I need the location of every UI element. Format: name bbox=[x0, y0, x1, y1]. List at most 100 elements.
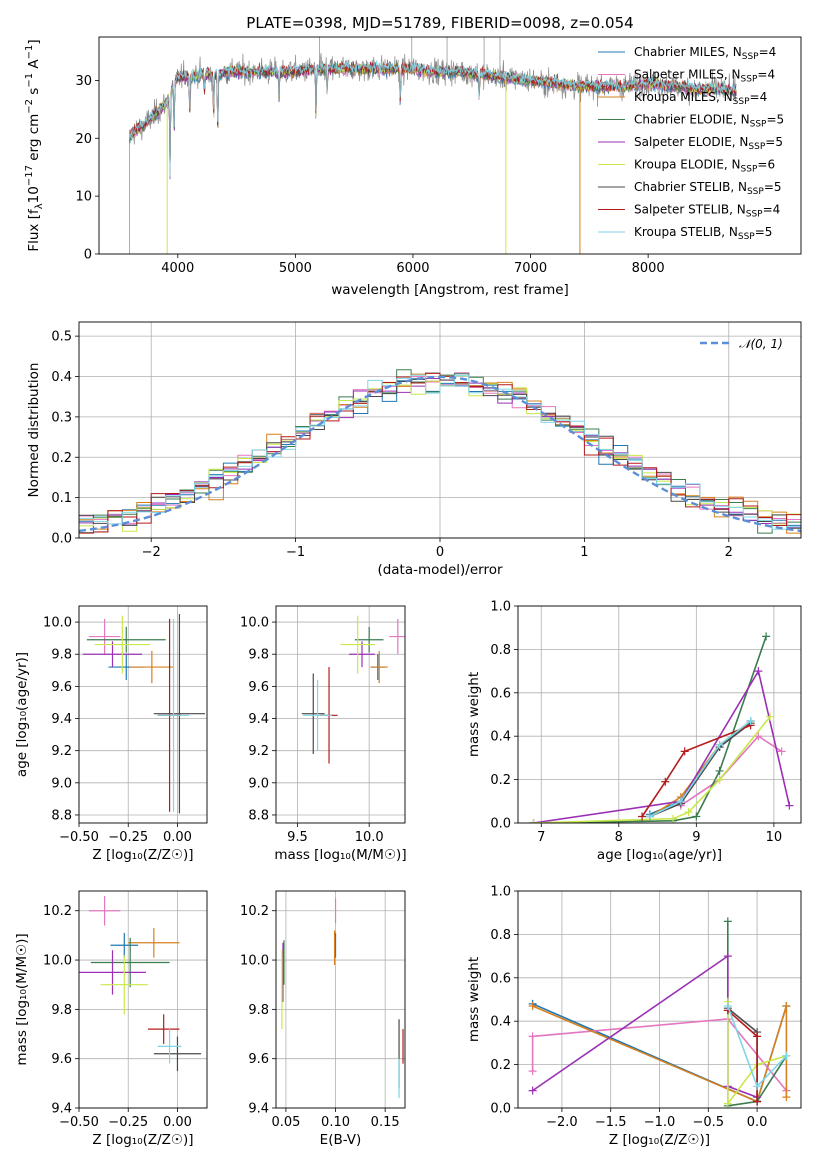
normal-distribution-curve bbox=[79, 375, 801, 533]
y-tick-label: 0.1 bbox=[51, 491, 72, 506]
plot-area bbox=[281, 898, 404, 1099]
errorbar-point-salpeter_elodie bbox=[79, 950, 146, 995]
legend-label-subscript: SSP bbox=[733, 97, 750, 107]
weight-marker-salpeter_stelib bbox=[680, 747, 689, 756]
y-tick-label: 0.4 bbox=[51, 370, 72, 385]
legend-label-subscript: SSP bbox=[742, 52, 759, 62]
y-tick-label: 0.0 bbox=[490, 1102, 511, 1117]
legend-label-subscript: SSP bbox=[746, 210, 763, 220]
weight-marker-salpeter_miles bbox=[528, 1067, 537, 1076]
weight-marker-chabrier_elodie bbox=[692, 812, 701, 821]
y-axis-label: Normed distribution bbox=[26, 363, 42, 498]
x-tick-label: −0.25 bbox=[108, 1115, 148, 1130]
axes-frame bbox=[517, 890, 802, 1109]
y-tick-label: 9.6 bbox=[248, 1052, 269, 1067]
legend-label-suffix: =6 bbox=[757, 158, 775, 172]
y-tick-label: 0.0 bbox=[490, 817, 511, 832]
weight-marker-chabrier_elodie bbox=[715, 766, 724, 775]
x-tick-label: −0.25 bbox=[108, 830, 148, 845]
weight-marker-kroupa_miles bbox=[782, 1002, 791, 1011]
errorbar-point-kroupa_elodie bbox=[94, 615, 150, 674]
weight-marker-salpeter_miles bbox=[777, 747, 786, 756]
weight-marker-kroupa_elodie bbox=[684, 808, 693, 817]
histogram-salpeter_stelib bbox=[79, 372, 801, 534]
x-tick-label: −2.0 bbox=[546, 1115, 578, 1130]
errorbar-point-salpeter_elodie bbox=[82, 641, 143, 668]
legend-label-suffix: =4 bbox=[759, 45, 777, 59]
errorbar-point-salpeter_miles bbox=[88, 895, 121, 926]
y-axis-label-part: Flux [f bbox=[26, 208, 42, 252]
x-tick-label: 5000 bbox=[279, 261, 312, 276]
weight-marker-salpeter_stelib bbox=[753, 1032, 762, 1041]
legend-label-text: Salpeter STELIB, N bbox=[634, 203, 746, 217]
y-tick-label: 10.0 bbox=[43, 616, 72, 631]
weight-marker-kroupa_stelib bbox=[782, 1051, 791, 1060]
legend-label-text: Kroupa MILES, N bbox=[634, 90, 733, 104]
y-tick-label: 9.2 bbox=[248, 744, 269, 759]
y-axis-label-part: ] bbox=[26, 39, 42, 44]
y-tick-label: 9.4 bbox=[248, 712, 269, 727]
y-tick-label: 9.2 bbox=[51, 744, 72, 759]
errorbar-point-chabrier_stelib bbox=[301, 673, 325, 754]
y-tick-label: 0.2 bbox=[490, 1058, 511, 1073]
errorbar-point-chabrier_stelib bbox=[153, 1036, 202, 1072]
legend-label: Salpeter STELIB, NSSP=4 bbox=[634, 203, 780, 220]
legend-label-suffix: =4 bbox=[750, 90, 768, 104]
x-axis-label: E(B-V) bbox=[320, 1132, 362, 1148]
y-axis-label-part: 10 bbox=[26, 186, 42, 203]
y-tick-label: 9.4 bbox=[51, 712, 72, 727]
weight-marker-salpeter_stelib bbox=[753, 1097, 762, 1106]
x-axis-label: Z [log₁₀(Z/Z☉)] bbox=[92, 1132, 193, 1148]
legend-label-text: Chabrier STELIB, N bbox=[634, 180, 747, 194]
x-tick-label: 7 bbox=[537, 830, 545, 845]
errorbar-point-chabrier_stelib bbox=[153, 614, 206, 814]
y-tick-label: 9.6 bbox=[248, 680, 269, 695]
weight-marker-kroupa_stelib bbox=[723, 1002, 732, 1011]
y-axis-label: mass [log₁₀(M/M☉)] bbox=[14, 933, 30, 1065]
weight-marker-kroupa_elodie bbox=[529, 819, 538, 823]
y-tick-label: 10.2 bbox=[240, 904, 269, 919]
y-tick-label: 0.2 bbox=[51, 451, 72, 466]
y-axis-label: Flux [fλ10−17 erg cm−2 s−1 A−1] bbox=[24, 39, 45, 251]
x-tick-label: 10 bbox=[766, 830, 783, 845]
model-spectrum-kroupa_elodie bbox=[129, 62, 737, 176]
y-tick-label: 0.5 bbox=[51, 330, 72, 345]
weight-marker-kroupa_elodie bbox=[669, 814, 678, 823]
x-tick-label: 9.5 bbox=[287, 830, 308, 845]
legend-label: Salpeter MILES, NSSP=4 bbox=[634, 68, 775, 85]
x-axis-label: wavelength [Angstrom, rest frame] bbox=[331, 282, 569, 298]
y-tick-label: 9.6 bbox=[51, 680, 72, 695]
plot-area bbox=[528, 917, 791, 1108]
x-tick-label: 8 bbox=[615, 830, 623, 845]
y-tick-label: 20 bbox=[75, 132, 92, 147]
age-vs-mass-panel: 9.5 10.0 8.8 9.0 9.2 9.4 9.6 9.8 10.0 mass [log₁₀… bbox=[240, 605, 407, 863]
weight-line-salpeter_stelib bbox=[641, 724, 751, 817]
y-axis-label-part: A bbox=[26, 59, 42, 73]
y-tick-label: 0.8 bbox=[490, 643, 511, 658]
y-tick-label: 10.0 bbox=[240, 616, 269, 631]
x-tick-label: −1 bbox=[286, 545, 305, 560]
y-tick-label: 10.0 bbox=[240, 954, 269, 969]
legend-label-suffix: =5 bbox=[755, 225, 773, 239]
x-tick-label: 8000 bbox=[632, 261, 665, 276]
errorbar-point-chabrier_elodie bbox=[90, 937, 170, 988]
y-tick-label: 1.0 bbox=[490, 600, 511, 615]
y-tick-label: 0.6 bbox=[490, 686, 511, 701]
weight-marker-kroupa_miles bbox=[782, 1093, 791, 1102]
spectrum-panel: 4000 5000 6000 7000 8000 0 10 20 30 wavelength [A… bbox=[24, 36, 802, 298]
y-tick-label: 0.0 bbox=[51, 532, 72, 547]
legend-label-subscript: SSP bbox=[748, 142, 765, 152]
x-tick-label: 0.00 bbox=[163, 1115, 192, 1130]
weight-marker-salpeter_elodie bbox=[528, 1086, 537, 1095]
age-vs-metallicity-panel: −0.50 −0.25 0.00 8.8 9.0 9.2 9.4 9.6 9.8 10.0 Z [l… bbox=[14, 605, 208, 863]
mass-vs-metallicity-panel: −0.50 −0.25 0.00 9.4 9.6 9.8 10.0 10.2 Z [log₁₀(… bbox=[14, 890, 208, 1148]
observed-spectrum-line bbox=[129, 52, 737, 254]
legend-label-text: Salpeter MILES, N bbox=[634, 68, 741, 82]
figure-title: PLATE=0398, MJD=51789, FIBERID=0098, z=0… bbox=[246, 14, 633, 32]
x-tick-label: 10.0 bbox=[355, 830, 384, 845]
y-tick-label: 10.2 bbox=[43, 904, 72, 919]
errorbar-point-chabrier_elodie bbox=[354, 626, 384, 653]
y-tick-label: 1.0 bbox=[490, 885, 511, 900]
errorbar-point-kroupa_stelib bbox=[303, 679, 332, 751]
weight-marker-kroupa_elodie bbox=[715, 775, 724, 784]
